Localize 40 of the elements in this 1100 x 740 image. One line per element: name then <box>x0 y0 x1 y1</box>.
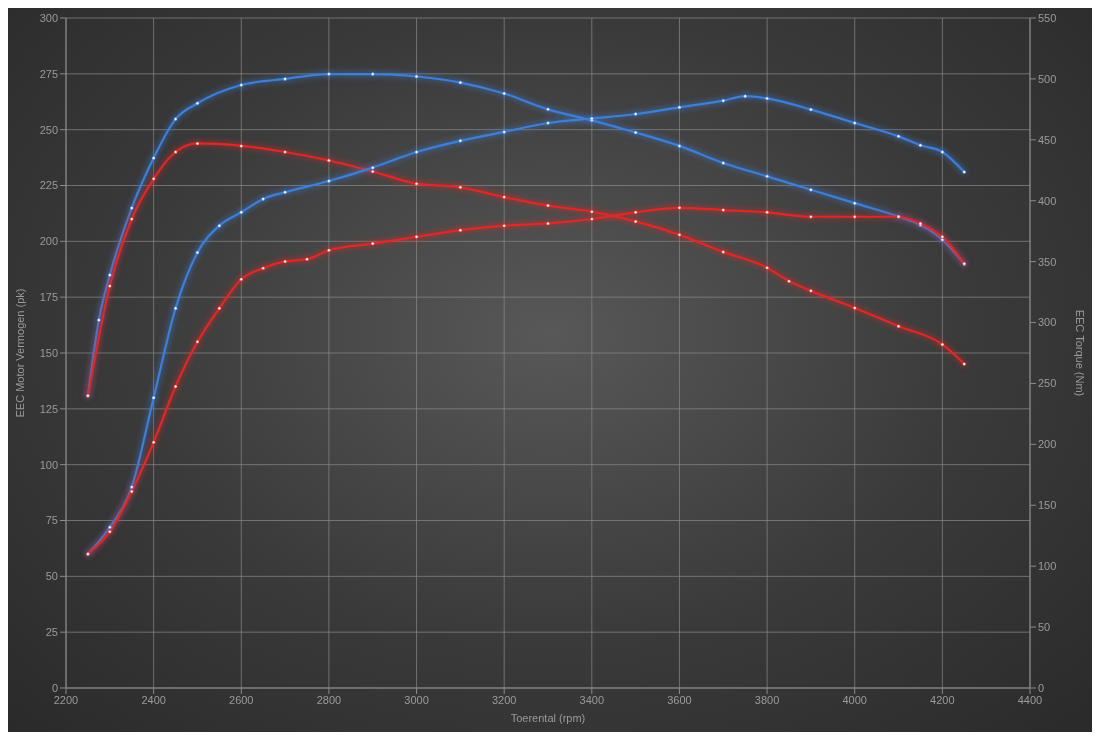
x-tick-label: 4000 <box>842 693 867 706</box>
y2-tick-label: 100 <box>1038 560 1057 573</box>
y-tick-label: 300 <box>39 11 58 24</box>
y-tick-label: 200 <box>39 235 58 248</box>
y-tick-label: 275 <box>39 67 58 80</box>
y2-axis-title: EEC Torque (Nm) <box>1074 309 1087 397</box>
y-tick-label: 250 <box>39 123 58 136</box>
y2-tick-label: 350 <box>1038 255 1057 268</box>
x-tick-label: 3000 <box>404 693 429 706</box>
x-tick-label: 2800 <box>316 693 342 706</box>
x-tick-label: 4200 <box>930 693 955 706</box>
y2-tick-label: 450 <box>1038 133 1057 146</box>
y-tick-label: 125 <box>39 402 58 415</box>
y-tick-label: 225 <box>39 179 58 192</box>
y2-tick-label: 150 <box>1038 499 1057 512</box>
y2-tick-label: 200 <box>1038 438 1057 451</box>
x-axis-title: Toerental (rpm) <box>510 712 586 724</box>
y2-tick-label: 500 <box>1038 72 1057 85</box>
y-axis-title: EEC Motor Vermogen (pk) <box>13 288 26 418</box>
x-tick-label: 2200 <box>53 693 79 706</box>
x-tick-label: 4400 <box>1017 693 1043 706</box>
y-tick-label: 150 <box>39 346 58 359</box>
x-tick-label: 3200 <box>491 693 517 706</box>
y2-tick-label: 50 <box>1038 621 1051 633</box>
y-tick-label: 75 <box>45 514 58 527</box>
y-tick-label: 175 <box>39 291 58 304</box>
y2-tick-label: 250 <box>1038 377 1057 390</box>
y2-tick-label: 0 <box>1038 681 1045 694</box>
x-tick-label: 3600 <box>667 693 692 706</box>
y2-tick-label: 300 <box>1038 316 1057 329</box>
y-tick-label: 100 <box>39 458 58 471</box>
x-tick-label: 2600 <box>229 693 254 706</box>
x-tick-label: 2400 <box>141 693 166 706</box>
y-tick-label: 50 <box>45 570 58 583</box>
y2-tick-label: 400 <box>1038 194 1057 207</box>
x-tick-label: 3400 <box>579 693 605 706</box>
y2-tick-label: 550 <box>1038 11 1057 24</box>
y-tick-label: 0 <box>51 681 58 694</box>
x-tick-label: 3800 <box>754 693 780 706</box>
y-tick-label: 25 <box>45 626 58 639</box>
